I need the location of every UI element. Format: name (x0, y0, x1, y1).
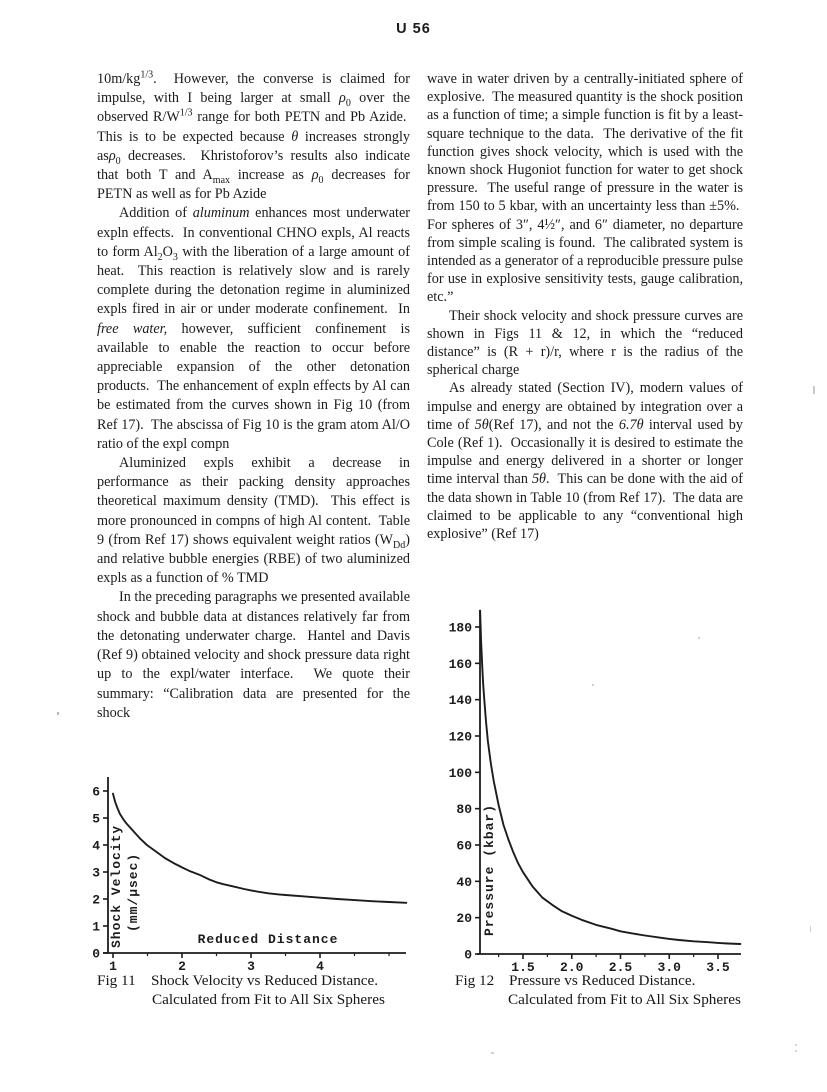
y-tick-label: 2 (92, 893, 100, 908)
y-tick-label: 180 (449, 620, 473, 635)
scan-speck (698, 637, 700, 639)
x-axis-label: Reduced Distance (198, 932, 339, 947)
fig12-caption-line2: Calculated from Fit to All Six Spheres (508, 991, 741, 1008)
y-tick-label: 40 (456, 875, 472, 890)
scan-speck (810, 926, 811, 932)
scan-speck (795, 1044, 797, 1046)
y-tick-label: 0 (92, 947, 100, 962)
paragraph: Addition of aluminum enhances most under… (97, 205, 410, 452)
y-tick-label: 80 (456, 802, 472, 817)
x-tick-label: 2 (178, 959, 186, 974)
page-number: U 56 (396, 21, 431, 37)
y-tick-label: 120 (449, 729, 473, 744)
scan-speck (795, 1050, 797, 1052)
y-axis-label: (mm/μsec) (126, 853, 141, 932)
x-tick-label: 3.0 (658, 960, 682, 975)
paragraph: wave in water driven by a centrally-init… (427, 71, 743, 306)
scan-speck (57, 712, 59, 715)
y-tick-label: 5 (92, 812, 100, 827)
scan-speck (592, 684, 594, 686)
paragraph: As already stated (Section IV), modern v… (427, 380, 743, 543)
x-tick-label: 3.5 (706, 960, 730, 975)
scan-speck (813, 386, 815, 394)
y-tick-label: 140 (449, 693, 473, 708)
y-axis-label: Pressure (kbar) (482, 804, 497, 936)
y-tick-label: 20 (456, 911, 472, 926)
fig11-label: Fig 11 (97, 972, 136, 989)
fig11-caption-line1: Fig 11 Shock Velocity vs Reduced Distance… (97, 972, 378, 990)
y-tick-label: 100 (449, 766, 473, 781)
y-tick-label: 3 (92, 866, 100, 881)
x-tick-label: 2.0 (560, 960, 584, 975)
paragraph: Their shock velocity and shock pressure … (427, 307, 743, 379)
y-axis-label: Shock Velocity (109, 825, 124, 948)
paragraph: In the preceding paragraphs we presented… (97, 589, 410, 721)
scan-speck (491, 1052, 494, 1054)
x-tick-label: 1.5 (511, 960, 535, 975)
y-tick-label: 6 (92, 785, 100, 800)
x-tick-label: 1 (109, 959, 117, 974)
fig11-caption-text: Shock Velocity vs Reduced Distance. (151, 972, 379, 989)
fig12-chart: 1.5 2.0 2.5 3.0 3.5 0 20 40 60 80 100 120 140 160 180 P… (437, 604, 762, 976)
fig11-chart: 1 2 3 4 0 1 2 3 4 5 6 Reduced Distance Shock Velocit… (90, 772, 412, 976)
fig12-caption-line1: Fig 12 Pressure vs Reduced Distance. (455, 972, 695, 990)
y-tick-label: 4 (92, 839, 100, 854)
data-curve (112, 792, 408, 904)
fig12-caption-text: Pressure vs Reduced Distance. (509, 972, 696, 989)
left-text-column: 10m/kg1/3. However, the converse is clai… (97, 70, 410, 723)
fig11-caption-line2: Calculated from Fit to All Six Spheres (152, 991, 385, 1008)
y-tick-label: 60 (456, 838, 472, 853)
x-tick-label: 4 (316, 959, 324, 974)
x-tick-label: 3 (247, 959, 255, 974)
right-text-column: wave in water driven by a centrally-init… (427, 70, 743, 543)
y-tick-label: 1 (92, 920, 100, 935)
fig12-svg: 1.5 2.0 2.5 3.0 3.5 0 20 40 60 80 100 120 140 160 180 P… (449, 609, 742, 975)
y-tick-label: 0 (464, 948, 472, 963)
paragraph: 10m/kg1/3. However, the converse is clai… (97, 69, 411, 203)
data-curve (479, 609, 742, 945)
y-tick-label: 160 (449, 657, 473, 672)
fig12-label: Fig 12 (455, 972, 495, 989)
x-tick-label: 2.5 (609, 960, 633, 975)
paragraph: Aluminized expls exhibit a decrease in p… (97, 455, 410, 587)
